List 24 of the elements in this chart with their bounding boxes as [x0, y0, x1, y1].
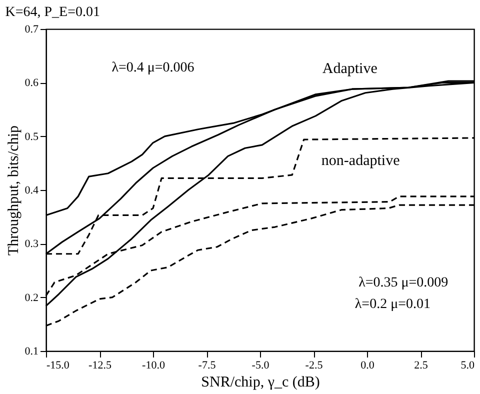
x-tick-label: -15.0	[46, 360, 70, 372]
y-axis-title: Throughput, bits/chip	[6, 126, 22, 256]
x-tick-label: -10.0	[142, 360, 166, 372]
y-tick-label: 0.1	[24, 346, 38, 358]
annotation: non-adaptive	[321, 152, 400, 169]
annotation: λ=0.4 μ=0.006	[112, 60, 194, 76]
x-axis-title: SNR/chip, γ_c (dB)	[201, 374, 320, 390]
x-tick-label: 2.5	[414, 360, 428, 372]
x-tick-label: 5.0	[460, 360, 475, 372]
x-tick-label: -2.5	[305, 360, 324, 372]
y-tick-label: 0.2	[24, 292, 38, 304]
annotation: λ=0.35 μ=0.009	[358, 275, 448, 290]
y-tick-label: 0.3	[24, 238, 39, 250]
x-tick-label: 0.0	[360, 360, 375, 372]
y-tick-label: 0.6	[24, 77, 39, 90]
x-tick-label: -5.0	[252, 360, 270, 372]
annotation: Adaptive	[322, 61, 378, 78]
chart-title: K=64, P_E=0.01	[5, 5, 100, 20]
annotation: λ=0.2 μ=0.01	[354, 296, 430, 312]
y-tick-label: 0.4	[24, 184, 39, 196]
x-tick-label: -7.5	[198, 360, 216, 372]
y-tick-label: 0.5	[24, 130, 39, 143]
x-tick-label: -12.5	[88, 360, 112, 372]
y-tick-label: 0.7	[24, 24, 39, 36]
